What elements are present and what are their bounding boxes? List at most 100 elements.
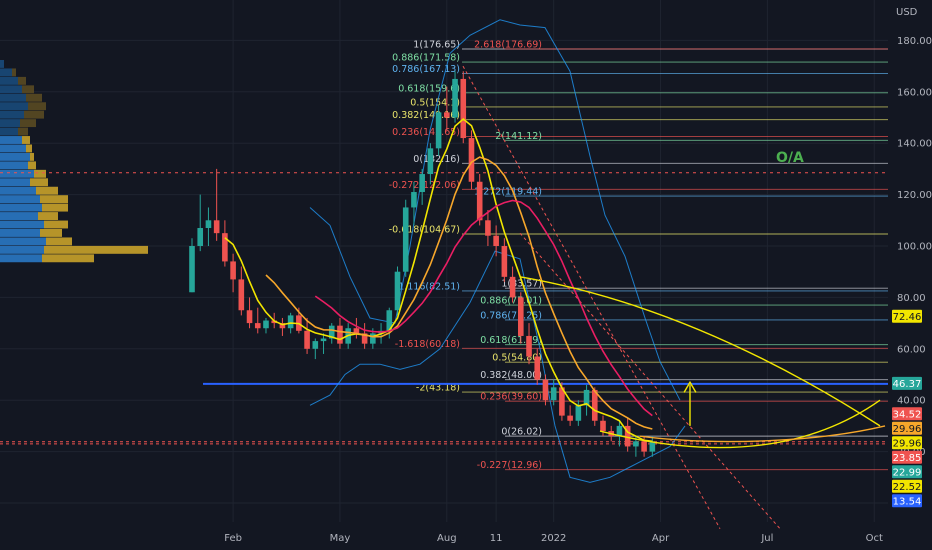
y-tick-label: 180.00	[897, 36, 932, 47]
x-tick-label: Apr	[652, 533, 670, 544]
candle-body	[361, 333, 368, 344]
currency-label: USD	[896, 7, 918, 18]
x-axis: FebMayAug112022AprJulOct2023	[224, 533, 883, 544]
volume-bar-blue	[0, 229, 40, 237]
y-tick-label: 140.00	[897, 139, 932, 150]
volume-bar-gold	[40, 229, 62, 237]
fib-label: 1.272(119.44)	[474, 187, 542, 198]
moving-averages	[224, 117, 653, 443]
volume-bar-blue	[0, 254, 42, 263]
volume-bar-blue	[0, 68, 12, 77]
projection-curve	[639, 425, 886, 443]
price-badge	[892, 407, 922, 421]
bollinger-bands	[309, 19, 686, 483]
volume-bar-gold	[22, 85, 34, 94]
volume-bar-blue	[0, 186, 36, 195]
price-badge	[892, 450, 922, 464]
volume-bar-gold	[44, 245, 148, 254]
candle-body	[509, 276, 516, 298]
fib-levels: 1(176.65) 0.886(171.58)0.786(167.13) 0.618…	[0, 39, 888, 530]
candle-body	[402, 207, 409, 272]
volume-bar-blue	[0, 212, 38, 220]
volume-bar-blue	[0, 161, 28, 170]
candle-body	[328, 325, 335, 339]
volume-bar-blue	[0, 119, 20, 128]
candle-body	[518, 297, 524, 336]
candle-body	[452, 78, 458, 118]
price-badge	[892, 421, 922, 435]
volume-bar-gold	[12, 68, 16, 77]
candle-body	[411, 192, 417, 208]
fib-label: -2(43.18)	[416, 383, 460, 394]
x-tick-label: Feb	[224, 533, 242, 544]
volume-bar-blue	[0, 152, 30, 161]
projection-curve	[519, 276, 881, 427]
volume-bar-blue	[0, 245, 44, 254]
volume-bar-gold	[28, 161, 36, 170]
candlesticks	[189, 71, 656, 457]
volume-bar-blue	[0, 237, 46, 246]
fib-label: 0.618(61.59)	[480, 335, 542, 346]
bollinger-lower	[309, 250, 686, 483]
fib-label: 1(176.65)	[413, 40, 460, 51]
volume-bar-blue	[0, 102, 28, 111]
candle-body	[370, 333, 376, 344]
volume-bar-gold	[42, 254, 94, 263]
volume-bar-blue	[0, 60, 4, 68]
volume-bar-gold	[30, 152, 34, 161]
candle-body	[427, 148, 434, 175]
candle-body	[246, 310, 253, 324]
y-tick-label: 120.00	[897, 190, 932, 201]
fib-label: 0.886(171.58)	[392, 53, 460, 64]
price-badge	[892, 479, 922, 493]
x-tick-label: 11	[490, 533, 503, 544]
volume-bar-blue	[0, 195, 40, 204]
y-tick-label: 100.00	[897, 242, 932, 253]
candle-body	[287, 315, 294, 329]
candle-body	[493, 235, 499, 246]
volume-bar-gold	[36, 186, 58, 195]
fib-label: 0(132.16)	[413, 154, 460, 165]
price-badge-label: 29.96	[893, 438, 922, 449]
candle-body	[230, 261, 236, 280]
volume-bar-gold	[18, 127, 28, 136]
volume-profile	[0, 60, 148, 263]
candle-body	[501, 246, 508, 277]
volume-bar-blue	[0, 203, 42, 212]
candle-body	[337, 325, 343, 344]
candle-body	[320, 338, 327, 342]
candle-body	[238, 279, 245, 311]
candle-body	[353, 328, 360, 334]
price-badge-label: 13.54	[893, 496, 922, 507]
volume-bar-gold	[44, 220, 68, 229]
fib-label: 0.382(149.16)	[392, 110, 460, 121]
price-badge	[892, 309, 922, 323]
y-tick-label: 160.00	[897, 87, 932, 98]
price-badge	[892, 494, 922, 508]
candle-body	[312, 341, 319, 349]
price-badge-label: 22.52	[893, 482, 922, 493]
fib-label: 0.886(77.01)	[480, 296, 542, 307]
candle-body	[633, 441, 639, 447]
candle-body	[600, 420, 606, 432]
price-badges: 72.46 46.37 34.52 29.96 29.96 23.85 22.99 22.52…	[892, 309, 922, 508]
x-tick-label: Aug	[437, 533, 457, 544]
candle-body	[550, 387, 557, 401]
candle-body	[575, 405, 582, 421]
ma-mid-line	[265, 156, 653, 430]
fib-label: -0.618(104.67)	[389, 224, 460, 235]
bollinger-upper	[309, 19, 681, 401]
candle-body	[591, 389, 598, 421]
candle-body	[279, 323, 286, 329]
volume-bar-blue	[0, 144, 26, 153]
volume-bar-blue	[0, 136, 22, 144]
candle-body	[213, 220, 220, 234]
annotation-oa: O/A	[776, 150, 804, 166]
y-tick-label: 60.00	[897, 344, 926, 355]
volume-bar-gold	[42, 203, 68, 212]
candle-body	[444, 112, 450, 118]
x-tick-label: May	[330, 533, 351, 544]
volume-bar-gold	[34, 169, 46, 178]
volume-bar-gold	[40, 195, 68, 204]
